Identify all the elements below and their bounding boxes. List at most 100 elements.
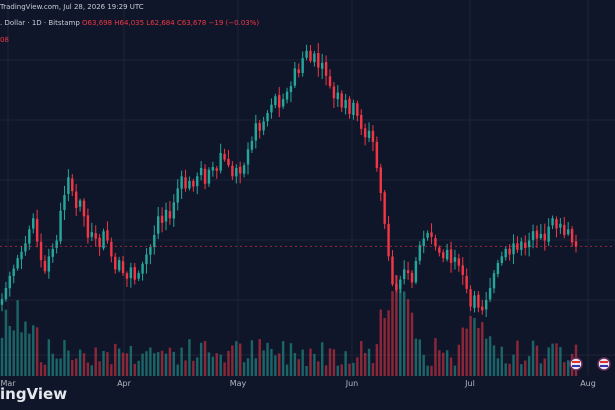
volume-bar bbox=[20, 332, 23, 376]
candle-body bbox=[219, 153, 222, 171]
x-tick-label: Apr bbox=[117, 379, 132, 388]
volume-bar bbox=[168, 347, 172, 376]
x-tick-label: Jun bbox=[345, 379, 359, 388]
volume-bar bbox=[28, 333, 31, 376]
volume-bar bbox=[35, 327, 39, 376]
volume-bar bbox=[492, 345, 496, 376]
candle-body bbox=[481, 306, 484, 311]
volume-bar bbox=[24, 321, 27, 376]
candle-body bbox=[356, 103, 359, 116]
volume-bar bbox=[297, 359, 300, 376]
candle-body bbox=[496, 262, 500, 275]
candle-body bbox=[453, 257, 457, 262]
volume-bar bbox=[246, 358, 250, 376]
x-tick-label: Aug bbox=[580, 379, 596, 388]
candle-body bbox=[391, 256, 394, 285]
volume-bar bbox=[254, 358, 258, 376]
candle-body bbox=[227, 158, 230, 166]
volume-bar bbox=[117, 348, 121, 376]
volume-bar bbox=[461, 327, 464, 376]
volume-bar bbox=[348, 363, 351, 376]
volume-bar bbox=[484, 338, 488, 376]
candle-body bbox=[125, 273, 129, 279]
candle-body bbox=[78, 200, 82, 207]
candle-body bbox=[317, 53, 320, 68]
candle-body bbox=[293, 68, 297, 86]
candle-body bbox=[32, 218, 35, 229]
volume-bar bbox=[121, 352, 125, 376]
volume-bar bbox=[356, 357, 359, 376]
volume-bar bbox=[114, 343, 117, 376]
candle-body bbox=[332, 86, 336, 99]
candle-body bbox=[250, 140, 254, 150]
volume-bar bbox=[82, 353, 86, 376]
candle-body bbox=[192, 180, 195, 187]
time-axis bbox=[0, 376, 615, 410]
indicator-line: 08 bbox=[0, 36, 9, 44]
volume-bar bbox=[32, 325, 35, 376]
volume-bar bbox=[512, 354, 515, 376]
volume-bar bbox=[559, 347, 562, 376]
volume-bar bbox=[305, 365, 308, 376]
volume-bar bbox=[59, 358, 62, 376]
symbol-label: . Dollar · 1D · Bitstamp bbox=[0, 19, 80, 27]
volume-bar bbox=[71, 359, 74, 376]
candle-body bbox=[117, 260, 121, 271]
candle-body bbox=[172, 202, 176, 219]
volume-bar bbox=[551, 343, 554, 376]
volume-bar bbox=[516, 340, 519, 376]
volume-bar bbox=[317, 361, 320, 376]
candle-body bbox=[449, 249, 453, 263]
volume-bar bbox=[465, 328, 468, 376]
candle-body bbox=[477, 294, 480, 308]
candle-body bbox=[516, 243, 519, 250]
event-flag-icon bbox=[597, 357, 611, 371]
volume-bar bbox=[414, 338, 418, 376]
candle-body bbox=[340, 93, 343, 108]
candle-body bbox=[289, 86, 293, 93]
volume-bar bbox=[98, 361, 101, 376]
candle-body bbox=[492, 273, 496, 289]
candle-body bbox=[238, 166, 242, 174]
candle-body bbox=[531, 231, 535, 241]
volume-bar bbox=[262, 350, 265, 376]
candle-body bbox=[527, 240, 531, 248]
candle-body bbox=[430, 232, 433, 237]
volume-bar bbox=[4, 309, 8, 376]
candle-body bbox=[176, 188, 179, 203]
volume-bar bbox=[192, 360, 195, 376]
volume-bar bbox=[469, 315, 472, 376]
volume-bar bbox=[8, 326, 12, 376]
candle-body bbox=[43, 260, 47, 272]
candle-body bbox=[274, 96, 277, 106]
candle-body bbox=[563, 224, 566, 235]
candle-body bbox=[399, 279, 402, 289]
candle-body bbox=[488, 288, 492, 300]
candle-body bbox=[137, 273, 140, 279]
candle-body bbox=[445, 249, 449, 260]
candle-body bbox=[4, 288, 8, 300]
candle-body bbox=[90, 232, 94, 237]
candle-body bbox=[508, 248, 511, 255]
candle-body bbox=[422, 238, 425, 246]
candle-body bbox=[71, 178, 74, 192]
volume-bar bbox=[67, 350, 70, 376]
candle-body bbox=[285, 91, 289, 100]
volume-bar bbox=[102, 350, 105, 376]
volume-bar bbox=[164, 353, 168, 376]
volume-bar bbox=[274, 355, 277, 376]
candle-body bbox=[121, 261, 125, 274]
volume-bar bbox=[360, 341, 363, 376]
candle-body bbox=[203, 168, 207, 184]
candle-body bbox=[324, 62, 328, 76]
volume-bar bbox=[199, 342, 203, 376]
volume-bar bbox=[223, 362, 226, 376]
volume-bar bbox=[473, 318, 476, 376]
candle-body bbox=[196, 176, 199, 187]
high-value: H64,035 bbox=[114, 19, 145, 27]
volume-bar bbox=[430, 365, 433, 376]
tradingview-logo: ingView bbox=[0, 385, 68, 403]
candle-body bbox=[348, 98, 351, 114]
